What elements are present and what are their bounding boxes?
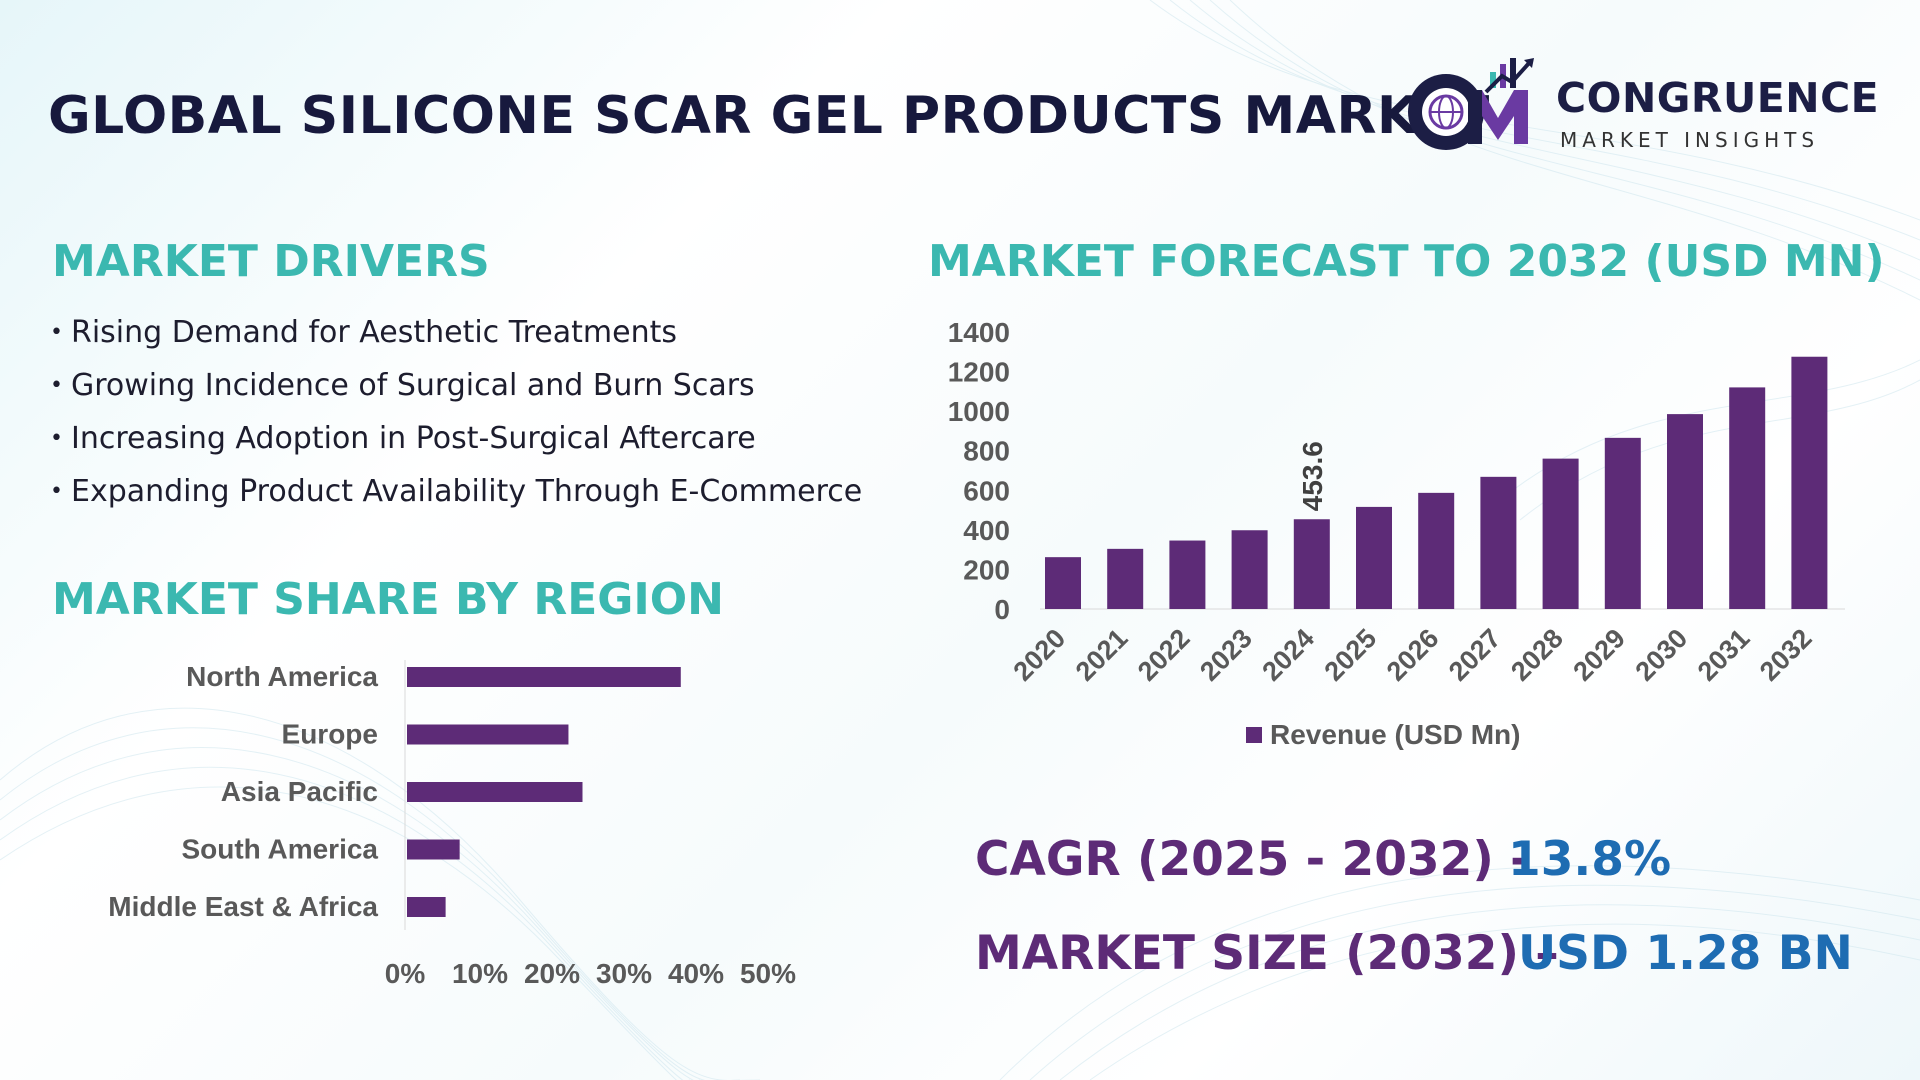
forecast-bar [1667,414,1703,609]
congruence-logo-icon [1408,58,1534,150]
forecast-x-tick-label: 2020 [1008,623,1072,687]
cagr-value: 13.8% [1508,832,1672,887]
cagr-label: CAGR (2025 - 2032) - [975,832,1530,887]
region-tick-label: 20% [524,958,580,989]
region-tick-label: 30% [596,958,652,989]
legend-swatch [1246,727,1262,743]
bullet-icon: • [50,373,63,398]
forecast-bar [1729,387,1766,609]
region-tick-label: 0% [385,958,426,989]
forecast-y-tick-label: 1000 [948,396,1010,427]
region-bar [407,782,583,802]
bullet-icon: • [50,426,63,451]
forecast-y-tick-label: 1200 [948,357,1010,388]
driver-item: • Increasing Adoption in Post-Surgical Af… [50,421,756,456]
forecast-bar [1293,519,1330,609]
region-bar [407,839,460,860]
drivers-title: MARKET DRIVERS [52,236,490,287]
forecast-bar [1169,540,1206,609]
forecast-x-tick-label: 2021 [1070,623,1134,687]
forecast-x-tick-label: 2026 [1381,623,1445,687]
forecast-x-tick-label: 2027 [1443,623,1507,687]
driver-item: • Growing Incidence of Surgical and Burn … [50,368,755,403]
forecast-y-tick-label: 0 [994,594,1010,625]
forecast-data-label: 453.6 [1297,441,1328,511]
region-category-label: Middle East & Africa [108,891,378,922]
forecast-bar [1356,506,1392,609]
region-category-label: South America [181,834,378,865]
region-bar [407,667,681,687]
region-tick-label: 40% [668,958,724,989]
forecast-bar [1231,530,1268,609]
forecast-x-tick-label: 2022 [1132,623,1196,687]
forecast-y-tick-label: 400 [963,515,1010,546]
forecast-x-tick-label: 2024 [1256,623,1320,687]
brand-name: CONGRUENCE [1556,74,1880,122]
forecast-x-tick-label: 2030 [1630,623,1694,687]
forecast-x-tick-label: 2031 [1692,623,1756,687]
forecast-y-tick-label: 200 [963,554,1010,585]
forecast-x-tick-label: 2029 [1567,623,1631,687]
forecast-bar [1791,356,1828,609]
forecast-y-tick-label: 1400 [948,317,1010,348]
forecast-bar [1045,557,1081,609]
forecast-bar [1107,548,1144,609]
forecast-bar [1604,437,1641,609]
forecast-x-tick-label: 2028 [1505,623,1569,687]
region-bar [407,897,446,917]
forecast-x-tick-label: 2025 [1319,623,1383,687]
region-category-label: Asia Pacific [221,776,378,807]
region-bar [407,724,569,745]
region-category-label: Europe [282,719,378,750]
bullet-icon: • [50,320,63,345]
region-tick-label: 10% [452,958,508,989]
bullet-icon: • [50,479,63,504]
forecast-bar [1418,492,1455,609]
page-title: GLOBAL SILICONE SCAR GEL PRODUCTS MARKET [48,86,1490,146]
region-tick-label: 50% [740,958,796,989]
brand-tagline: MARKET INSIGHTS [1560,128,1820,152]
market-size-value: USD 1.28 BN [1518,926,1853,981]
market-size-label: MARKET SIZE (2032) – [975,926,1559,981]
forecast-bar [1480,476,1517,609]
forecast-x-tick-label: 2032 [1754,623,1818,687]
forecast-x-tick-label: 2023 [1194,623,1258,687]
forecast-section-title: MARKET FORECAST TO 2032 (USD MN) [928,236,1885,287]
legend-label: Revenue (USD Mn) [1270,719,1520,750]
driver-item: • Rising Demand for Aesthetic Treatments [50,315,677,350]
forecast-y-tick-label: 600 [963,475,1010,506]
forecast-y-tick-label: 800 [963,436,1010,467]
forecast-bar [1542,458,1579,609]
driver-item: • Expanding Product Availability Through … [50,474,863,509]
region-section-title: MARKET SHARE BY REGION [52,574,724,625]
drivers-list: • Rising Demand for Aesthetic Treatments … [50,316,862,528]
region-category-label: North America [186,661,378,692]
